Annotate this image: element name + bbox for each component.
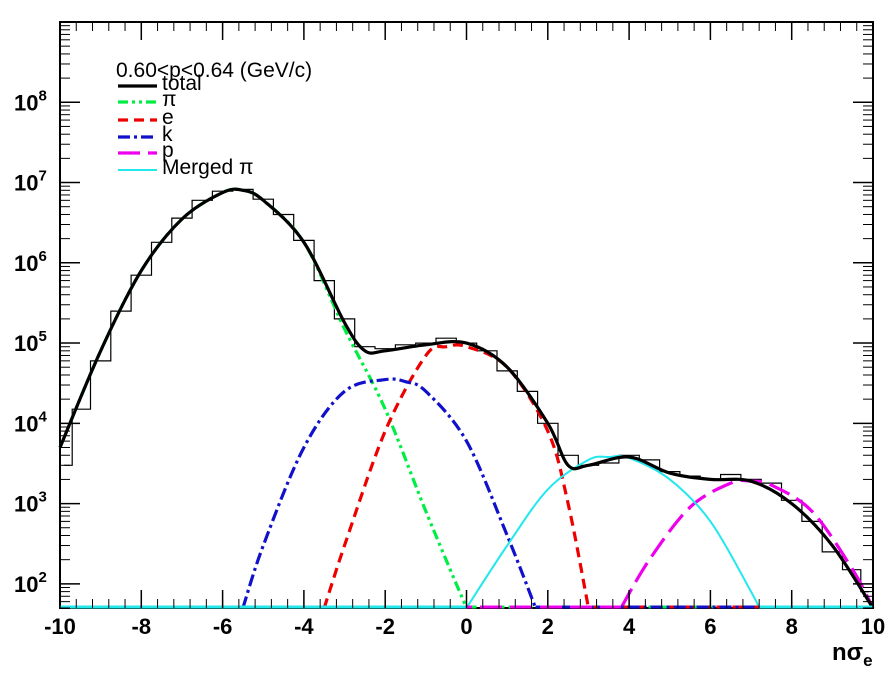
y-tick-base: 10 bbox=[14, 251, 38, 276]
y-tick-exponent: 5 bbox=[38, 328, 46, 345]
series-line-2 bbox=[322, 343, 591, 609]
x-tick-label-8: 6 bbox=[704, 614, 716, 639]
x-axis-title-sub: e bbox=[863, 651, 872, 670]
y-tick-base: 10 bbox=[14, 572, 38, 597]
series-line-3 bbox=[241, 377, 538, 609]
plot-frame bbox=[59, 21, 874, 609]
x-tick-label-3: -4 bbox=[294, 614, 314, 639]
x-tick-label-9: 8 bbox=[786, 614, 798, 639]
x-tick-label-1: -8 bbox=[132, 614, 152, 639]
series-line-5 bbox=[465, 454, 761, 609]
x-axis-title: nσe bbox=[832, 639, 873, 670]
histogram-layer bbox=[64, 188, 869, 593]
y-tick-base: 10 bbox=[14, 90, 38, 115]
plot-border bbox=[59, 21, 874, 609]
y-tick-exponent: 3 bbox=[38, 489, 46, 506]
x-tick-label-10: 10 bbox=[861, 614, 885, 639]
legend-label-2: e bbox=[162, 106, 174, 129]
y-tick-label-5: 107 bbox=[14, 168, 47, 196]
legend-label-4: p bbox=[162, 139, 174, 162]
x-axis-title-main: nσ bbox=[832, 639, 863, 666]
y-tick-label-3: 105 bbox=[14, 328, 47, 356]
x-tick-label-7: 4 bbox=[623, 614, 636, 639]
y-tick-label-0: 102 bbox=[14, 569, 47, 597]
y-tick-base: 10 bbox=[14, 331, 38, 356]
y-tick-label-2: 104 bbox=[14, 408, 47, 436]
legend-label-3: k bbox=[162, 123, 173, 146]
y-tick-base: 10 bbox=[14, 171, 38, 196]
y-tick-label-6: 108 bbox=[14, 87, 47, 115]
y-tick-label-1: 103 bbox=[14, 489, 47, 517]
y-tick-exponent: 6 bbox=[38, 248, 46, 265]
histogram-data bbox=[64, 188, 869, 593]
x-tick-label-5: 0 bbox=[460, 614, 472, 639]
x-tick-label-0: -10 bbox=[44, 614, 76, 639]
momentum-range-annotation: 0.60<p<0.64 (GeV/c) bbox=[116, 59, 312, 82]
x-tick-label-2: -6 bbox=[213, 614, 233, 639]
y-tick-base: 10 bbox=[14, 492, 38, 517]
legend-label-0: total bbox=[162, 72, 202, 95]
series-layer bbox=[58, 187, 875, 609]
y-tick-label-4: 106 bbox=[14, 248, 47, 276]
y-tick-exponent: 4 bbox=[38, 408, 47, 425]
series-line-4 bbox=[619, 478, 875, 609]
y-tick-base: 10 bbox=[14, 411, 38, 436]
y-tick-exponent: 7 bbox=[38, 168, 46, 185]
y-tick-exponent: 8 bbox=[38, 87, 46, 104]
series-line-1 bbox=[58, 187, 468, 609]
series-line-0 bbox=[58, 187, 875, 609]
x-tick-label-4: -2 bbox=[375, 614, 395, 639]
x-tick-label-6: 2 bbox=[542, 614, 554, 639]
y-tick-exponent: 2 bbox=[38, 569, 46, 586]
legend-label-5: Merged π bbox=[162, 156, 254, 179]
legend-label-1: π bbox=[162, 88, 177, 111]
